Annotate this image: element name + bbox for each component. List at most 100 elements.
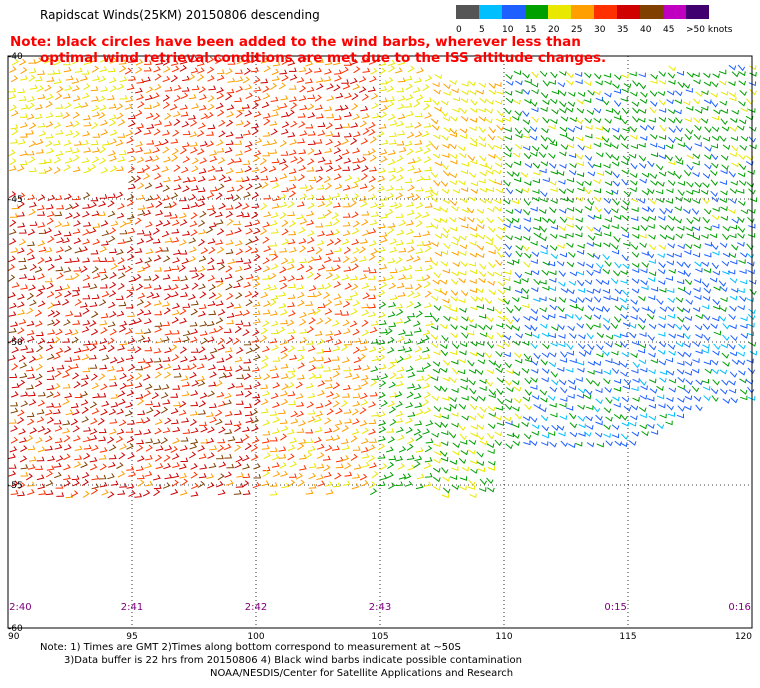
- wind-barb: [297, 374, 305, 380]
- wind-barb: [209, 150, 218, 156]
- wind-barb: [548, 162, 557, 169]
- wind-barb: [430, 342, 439, 349]
- wind-barb: [198, 304, 207, 310]
- wind-barb: [46, 76, 55, 82]
- wind-barb: [631, 101, 640, 107]
- wind-barb: [461, 332, 469, 339]
- wind-barb: [287, 328, 296, 334]
- wind-barb: [478, 135, 487, 142]
- wind-barb: [720, 90, 729, 96]
- wind-barb: [55, 285, 63, 292]
- wind-barb: [513, 386, 522, 392]
- wind-barb: [135, 58, 144, 66]
- wind-barb: [613, 115, 622, 121]
- wind-barb: [27, 445, 36, 451]
- wind-barb: [703, 72, 711, 79]
- wind-barb: [540, 135, 548, 142]
- wind-barb: [279, 247, 288, 253]
- wind-barb: [583, 394, 592, 400]
- wind-barb: [368, 175, 376, 183]
- wind-barb: [342, 444, 350, 451]
- wind-barb: [326, 239, 335, 247]
- wind-barb: [659, 306, 668, 313]
- wind-barb: [738, 370, 746, 376]
- wind-barb: [55, 112, 64, 118]
- wind-barb: [324, 106, 333, 112]
- wind-barb: [701, 261, 710, 267]
- wind-barb: [254, 265, 262, 272]
- wind-barb: [17, 491, 25, 497]
- wind-barb: [475, 369, 484, 376]
- wind-barb: [126, 137, 134, 144]
- wind-barb: [443, 83, 451, 90]
- wind-barb: [135, 373, 143, 381]
- wind-barb: [190, 410, 198, 416]
- wind-barb: [721, 126, 730, 132]
- wind-barb: [286, 428, 295, 435]
- wind-barb: [72, 85, 80, 92]
- wind-barb: [711, 215, 720, 221]
- wind-barb: [487, 406, 496, 412]
- wind-barb: [352, 164, 361, 171]
- wind-barb: [387, 311, 396, 318]
- wind-barb: [335, 463, 344, 469]
- wind-barb: [677, 405, 685, 412]
- wind-barb: [260, 203, 268, 211]
- wind-barb-field: [7, 55, 758, 499]
- wind-barb: [242, 76, 250, 84]
- pass-time-label: 2:41: [121, 602, 143, 613]
- wind-barb: [242, 103, 250, 109]
- wind-barb: [289, 96, 297, 102]
- wind-barb: [217, 337, 225, 345]
- wind-barb: [478, 82, 487, 88]
- wind-barb: [613, 108, 621, 116]
- wind-barb: [505, 162, 513, 169]
- wind-barb: [217, 183, 225, 191]
- wind-barb: [108, 103, 117, 109]
- wind-barb: [731, 218, 739, 224]
- wind-barb: [404, 102, 413, 108]
- wind-barb: [271, 453, 280, 461]
- wind-barb: [368, 455, 376, 463]
- wind-barb: [496, 343, 504, 349]
- wind-barb: [577, 279, 585, 287]
- wind-barb: [576, 270, 585, 276]
- wind-barb: [622, 155, 631, 162]
- wind-barb: [557, 367, 565, 372]
- wind-barb: [118, 59, 127, 65]
- wind-barb: [18, 379, 26, 387]
- wind-barb: [198, 239, 206, 247]
- wind-barb: [451, 388, 459, 393]
- wind-barb: [188, 194, 197, 201]
- wind-barb: [584, 154, 593, 162]
- wind-barb: [722, 322, 730, 330]
- wind-barb: [82, 471, 90, 479]
- wind-barb: [91, 487, 99, 495]
- wind-barb: [405, 417, 413, 424]
- wind-barb: [71, 475, 80, 481]
- wind-barb: [368, 346, 377, 353]
- pass-time-label: 2:40: [9, 602, 31, 613]
- wind-barb: [729, 277, 738, 284]
- wind-barb: [209, 155, 218, 163]
- wind-barb: [631, 207, 639, 213]
- wind-barb: [182, 365, 191, 370]
- wind-barb: [514, 413, 523, 420]
- wind-barb: [612, 360, 620, 366]
- wind-barb: [658, 215, 666, 221]
- wind-barb: [37, 257, 45, 265]
- wind-barb: [216, 454, 224, 460]
- wind-barb: [218, 365, 226, 371]
- wind-barb: [503, 334, 512, 341]
- wind-barb: [224, 347, 233, 353]
- wind-barb: [153, 385, 162, 391]
- wind-barb: [155, 463, 164, 470]
- wind-barb: [479, 332, 488, 338]
- wind-barb: [433, 442, 441, 447]
- wind-barb: [190, 348, 199, 353]
- wind-barb: [630, 197, 639, 203]
- wind-barb: [691, 208, 700, 215]
- wind-barb: [613, 134, 621, 141]
- wind-barb: [368, 148, 376, 155]
- wind-barb: [361, 427, 369, 435]
